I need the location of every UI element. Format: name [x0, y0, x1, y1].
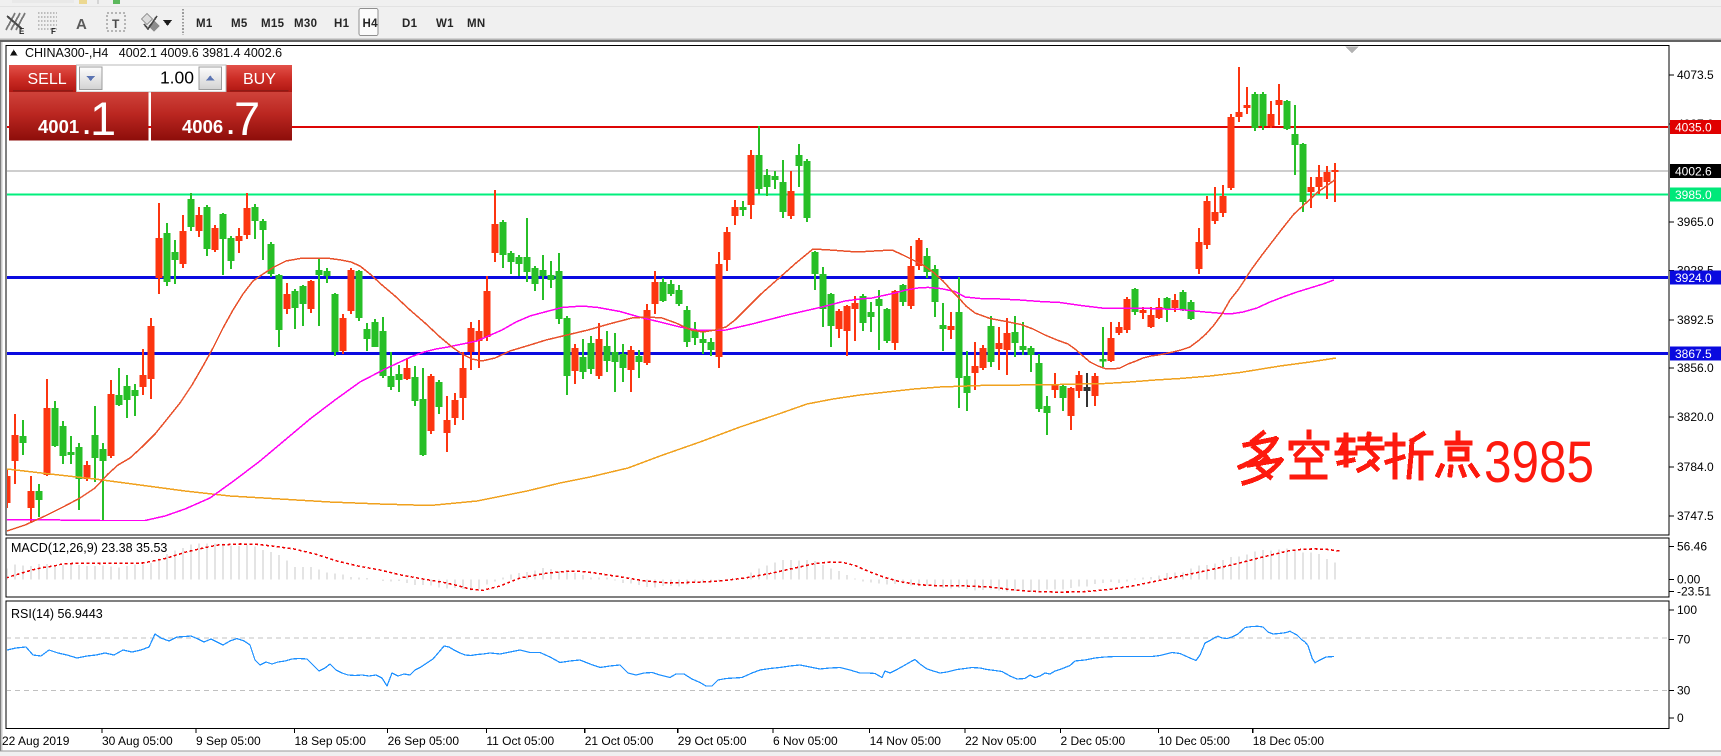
svg-text:10 Dec 05:00: 10 Dec 05:00: [1159, 734, 1231, 748]
svg-text:9 Sep 05:00: 9 Sep 05:00: [196, 734, 261, 748]
svg-text:3856.0: 3856.0: [1677, 361, 1714, 375]
svg-text:3747.5: 3747.5: [1677, 509, 1714, 523]
svg-text:70: 70: [1677, 633, 1691, 647]
svg-text:18 Dec 05:00: 18 Dec 05:00: [1253, 734, 1325, 748]
svg-text:4002.6: 4002.6: [1675, 165, 1712, 179]
svg-text:3867.5: 3867.5: [1675, 347, 1712, 361]
svg-text:3965.0: 3965.0: [1677, 215, 1714, 229]
svg-text:4001: 4001: [38, 116, 79, 137]
svg-text:56.46: 56.46: [1677, 540, 1707, 554]
svg-text:M5: M5: [231, 18, 248, 30]
svg-text:T: T: [112, 17, 120, 31]
svg-text:30 Aug 05:00: 30 Aug 05:00: [102, 734, 173, 748]
svg-text:22 Nov 05:00: 22 Nov 05:00: [965, 734, 1037, 748]
svg-text:3985.0: 3985.0: [1675, 188, 1712, 202]
svg-text:H4: H4: [363, 18, 379, 30]
svg-text:A: A: [76, 16, 87, 33]
svg-text:BUY: BUY: [243, 71, 276, 88]
svg-text:-23.51: -23.51: [1677, 585, 1711, 599]
svg-text:7: 7: [234, 92, 260, 145]
svg-text:MACD(12,26,9) 23.38 35.53: MACD(12,26,9) 23.38 35.53: [11, 541, 167, 555]
svg-text:26 Sep 05:00: 26 Sep 05:00: [388, 734, 460, 748]
svg-text:3820.0: 3820.0: [1677, 410, 1714, 424]
svg-text:1.00: 1.00: [160, 68, 194, 88]
svg-text:1: 1: [90, 92, 116, 145]
svg-text:0: 0: [1677, 711, 1684, 725]
svg-text:H1: H1: [334, 18, 350, 30]
svg-text:3892.5: 3892.5: [1677, 313, 1714, 327]
svg-text:22 Aug 2019: 22 Aug 2019: [2, 734, 70, 748]
svg-text:4073.5: 4073.5: [1677, 68, 1714, 82]
svg-text:.: .: [83, 110, 90, 140]
svg-text:.: .: [227, 110, 234, 140]
svg-text:3784.0: 3784.0: [1677, 460, 1714, 474]
svg-text:CHINA300-,H4 4002.1 4009.6 3: CHINA300-,H4 4002.1 4009.6 3981.4 4002.6: [25, 46, 282, 60]
svg-text:4035.0: 4035.0: [1675, 121, 1712, 135]
svg-text:M30: M30: [294, 18, 317, 30]
svg-text:3985: 3985: [1484, 430, 1594, 495]
svg-text:D1: D1: [402, 18, 418, 30]
svg-text:3924.0: 3924.0: [1675, 271, 1712, 285]
svg-text:14 Nov 05:00: 14 Nov 05:00: [870, 734, 942, 748]
svg-text:W1: W1: [436, 18, 454, 30]
svg-text:29 Oct 05:00: 29 Oct 05:00: [678, 734, 747, 748]
svg-text:E: E: [19, 27, 25, 36]
svg-text:21 Oct 05:00: 21 Oct 05:00: [585, 734, 654, 748]
svg-text:M1: M1: [196, 18, 213, 30]
svg-text:30: 30: [1677, 684, 1691, 698]
svg-text:2 Dec 05:00: 2 Dec 05:00: [1061, 734, 1126, 748]
svg-text:4006: 4006: [182, 116, 223, 137]
svg-text:18 Sep 05:00: 18 Sep 05:00: [295, 734, 367, 748]
svg-text:6 Nov 05:00: 6 Nov 05:00: [773, 734, 838, 748]
svg-text:0.00: 0.00: [1677, 573, 1701, 587]
svg-text:11 Oct 05:00: 11 Oct 05:00: [486, 734, 554, 748]
svg-text:F: F: [51, 27, 56, 36]
svg-text:SELL: SELL: [28, 71, 67, 88]
svg-text:100: 100: [1677, 603, 1697, 617]
svg-text:MN: MN: [467, 18, 486, 30]
svg-text:RSI(14) 56.9443: RSI(14) 56.9443: [11, 607, 103, 621]
svg-text:M15: M15: [261, 18, 285, 30]
